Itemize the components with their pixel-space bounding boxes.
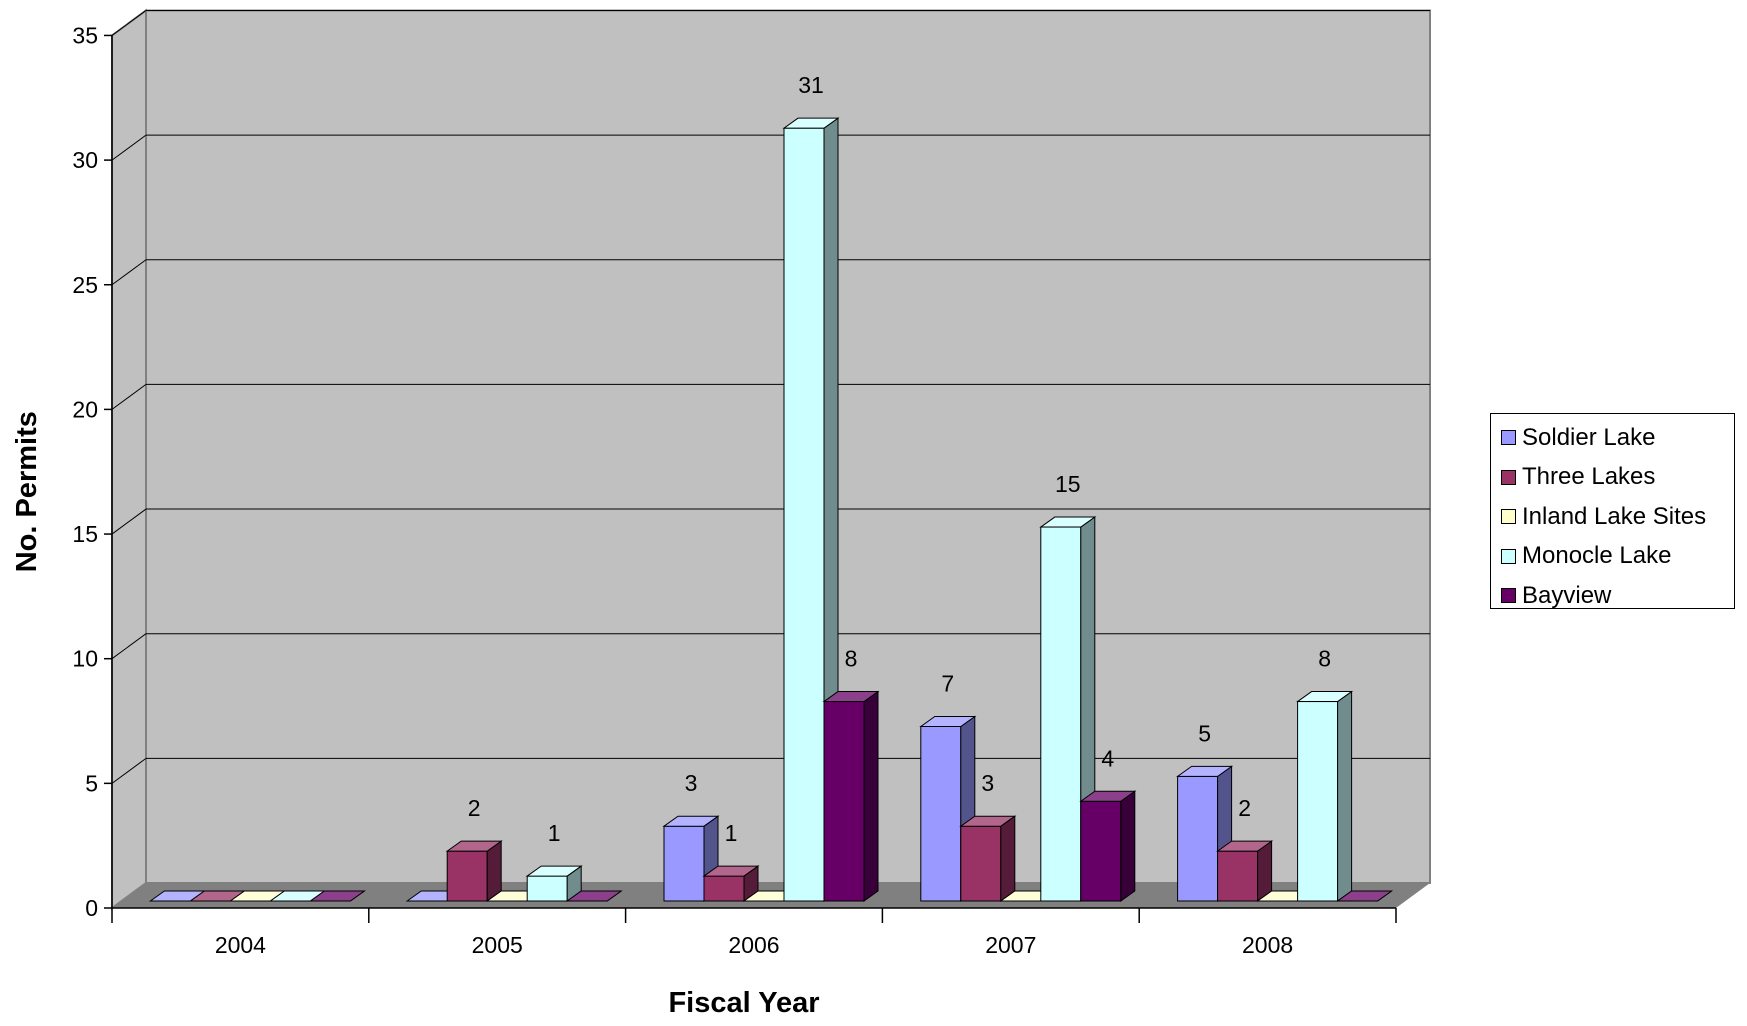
data-label: 3	[685, 770, 698, 796]
y-tick-label: 25	[72, 272, 98, 298]
data-label: 2	[468, 795, 481, 821]
data-label: 8	[1318, 646, 1331, 672]
data-label: 5	[1198, 720, 1211, 746]
data-label: 15	[1055, 471, 1081, 497]
x-tick-label: 2006	[728, 932, 779, 958]
gridline-side	[111, 383, 147, 410]
legend-swatch-inland-lake-sites	[1501, 509, 1516, 525]
legend-label: Three Lakes	[1522, 463, 1656, 491]
bar	[920, 725, 962, 902]
gridline-side	[111, 757, 147, 784]
y-tick-label: 0	[85, 895, 98, 921]
data-label: 1	[725, 820, 738, 846]
bar	[1080, 800, 1122, 902]
bar	[703, 875, 745, 902]
y-tick-label: 30	[72, 147, 98, 173]
legend-item-soldier-lake: Soldier Lake	[1491, 418, 1734, 458]
legend-swatch-soldier-lake	[1501, 430, 1516, 446]
bar	[663, 825, 705, 902]
bar	[446, 850, 488, 902]
x-tick-label: 2004	[215, 932, 266, 958]
bar-top	[919, 715, 977, 727]
gridline-side	[111, 10, 147, 36]
x-tick-label: 2007	[985, 932, 1036, 958]
legend-label: Soldier Lake	[1522, 423, 1656, 451]
y-tick-label: 20	[72, 396, 98, 422]
data-label: 3	[981, 770, 994, 796]
x-tick-label: 2005	[472, 932, 523, 958]
data-label: 7	[941, 670, 954, 696]
bar	[823, 701, 865, 902]
bar-top	[1079, 790, 1137, 802]
bar-top	[1336, 890, 1394, 902]
data-label: 1	[548, 820, 561, 846]
bar	[1297, 701, 1339, 902]
legend-item-bayview: Bayview	[1491, 576, 1734, 616]
bar-top	[822, 691, 880, 703]
bar-top	[782, 117, 840, 129]
bar	[960, 825, 1002, 902]
legend-item-three-lakes: Three Lakes	[1491, 458, 1734, 498]
legend-swatch-three-lakes	[1501, 469, 1516, 485]
bar-side	[1120, 790, 1136, 902]
legend-label: Monocle Lake	[1522, 542, 1672, 570]
legend-label: Inland Lake Sites	[1522, 502, 1707, 530]
gridline-side	[111, 259, 147, 286]
legend-swatch-monocle-lake	[1501, 548, 1516, 564]
bar-top	[1176, 765, 1234, 777]
data-label: 31	[798, 72, 824, 98]
bar-top	[565, 890, 623, 902]
gridline-side	[111, 134, 147, 161]
legend-swatch-bayview	[1501, 588, 1516, 604]
gridline-side	[111, 633, 147, 660]
data-label: 2	[1238, 795, 1251, 821]
data-label: 4	[1101, 745, 1114, 771]
bar-top	[1296, 691, 1354, 703]
y-tick-label: 10	[72, 646, 98, 672]
y-axis-title: No. Permits	[11, 411, 43, 572]
y-tick-label: 15	[72, 521, 98, 547]
bar	[1217, 850, 1259, 902]
y-tick-label: 5	[85, 770, 98, 796]
bar	[526, 875, 568, 902]
bar-top	[308, 890, 366, 902]
bar-top	[1039, 516, 1097, 528]
bar-top	[959, 815, 1017, 827]
legend-label: Bayview	[1522, 581, 1612, 609]
legend: Soldier Lake Three Lakes Inland Lake Sit…	[1490, 413, 1735, 609]
bar-top	[445, 840, 503, 852]
bar	[783, 127, 825, 902]
bar-top	[702, 865, 760, 877]
bar-side	[1000, 815, 1016, 902]
bar-side	[863, 690, 879, 902]
y-tick-label: 35	[72, 22, 98, 48]
data-label: 8	[845, 646, 858, 672]
x-tick-label: 2008	[1242, 932, 1293, 958]
bar-top	[662, 815, 720, 827]
bar	[1040, 526, 1082, 902]
gridline-side	[111, 508, 147, 535]
bar-top	[1216, 840, 1274, 852]
bar-side	[1337, 690, 1353, 902]
legend-item-inland-lake-sites: Inland Lake Sites	[1491, 497, 1734, 537]
bar	[1177, 775, 1219, 902]
legend-item-monocle-lake: Monocle Lake	[1491, 537, 1734, 577]
bar-top	[525, 865, 583, 877]
side-wall	[111, 8, 147, 910]
x-axis-title: Fiscal Year	[668, 987, 819, 1019]
